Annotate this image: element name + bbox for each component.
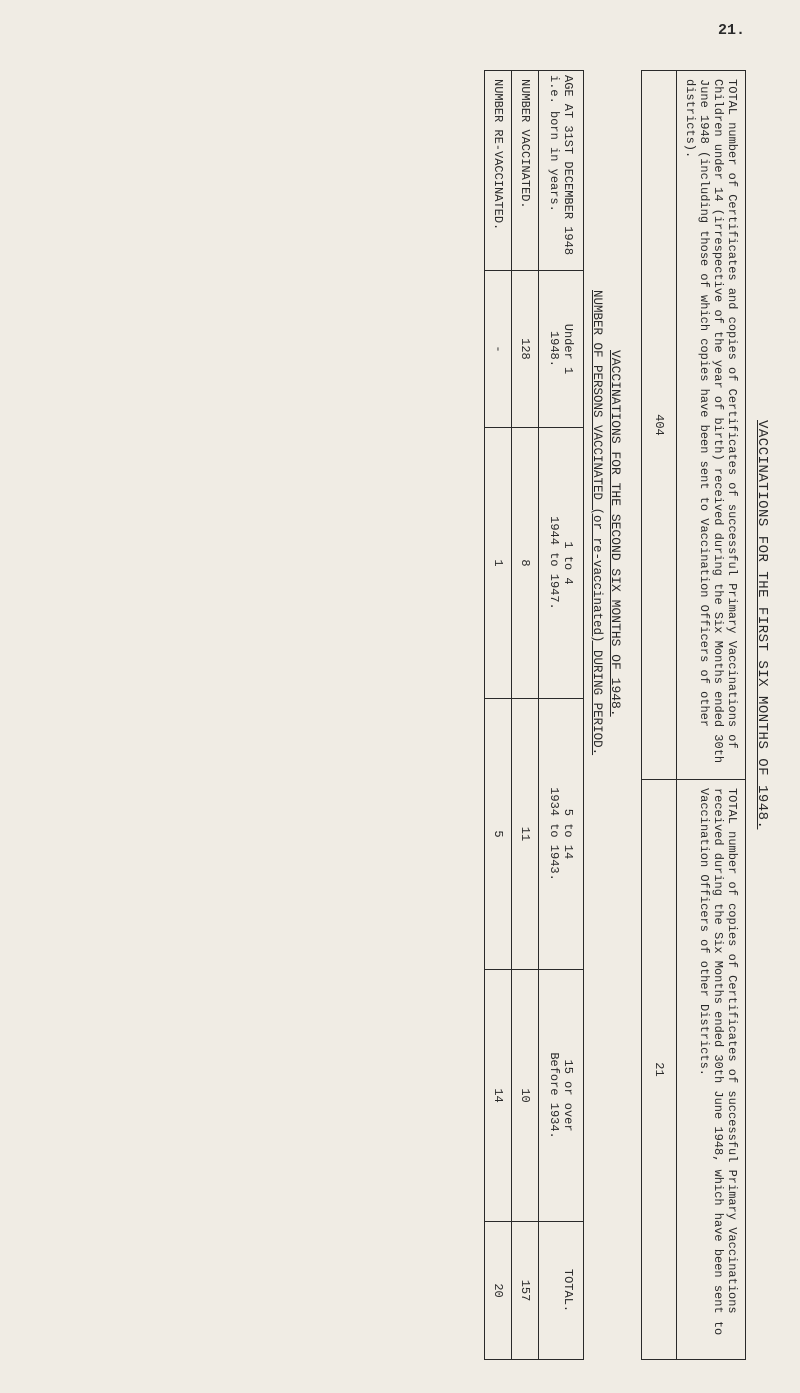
vaccination-table: AGE AT 31ST DECEMBER 1948 i.e. born in y… [484, 70, 584, 1360]
summary-header-1: TOTAL number of Certificates and copies … [677, 71, 746, 780]
cell-vacc-c4: 10 [512, 970, 539, 1222]
table-row: NUMBER VACCINATED. 128 8 11 10 157 [512, 71, 539, 1360]
cell-revacc-c4: 14 [485, 970, 512, 1222]
row-revaccinated-label: NUMBER RE-VACCINATED. [485, 71, 512, 271]
row-vaccinated-label: NUMBER VACCINATED. [512, 71, 539, 271]
summary-header-2: TOTAL number of copies of Certificates o… [677, 779, 746, 1359]
col-1to4: 1 to 4 1944 to 1947. [539, 427, 584, 698]
col-total: TOTAL. [539, 1222, 584, 1360]
main-title: VACCINATIONS FOR THE FIRST SIX MONTHS OF… [754, 420, 770, 1360]
cell-revacc-c2: 1 [485, 427, 512, 698]
table-row: NUMBER RE-VACCINATED. - 1 5 14 20 [485, 71, 512, 1360]
cell-revacc-c5: 20 [485, 1222, 512, 1360]
section-subtitle-1: VACCINATIONS FOR THE SECOND SIX MONTHS O… [608, 350, 623, 1360]
cell-vacc-c2: 8 [512, 427, 539, 698]
cell-vacc-c1: 128 [512, 271, 539, 428]
col-5to14-a: 5 to 14 [561, 703, 575, 965]
col-15over-b: Before 1934. [547, 974, 561, 1217]
cell-vacc-c5: 157 [512, 1222, 539, 1360]
col-under1-a: Under 1 [561, 275, 575, 423]
cell-vacc-c3: 11 [512, 698, 539, 969]
page-content: VACCINATIONS FOR THE FIRST SIX MONTHS OF… [50, 70, 770, 1360]
cell-revacc-c3: 5 [485, 698, 512, 969]
summary-value-1: 404 [642, 71, 677, 780]
page-number: 21. [718, 22, 745, 39]
section-subtitle-2: NUMBER OF PERSONS VACCINATED (or re-vacc… [590, 290, 604, 1360]
col-5to14-b: 1934 to 1943. [547, 703, 561, 965]
age-header: AGE AT 31ST DECEMBER 1948 i.e. born in y… [539, 71, 584, 271]
col-1to4-b: 1944 to 1947. [547, 432, 561, 694]
summary-value-2: 21 [642, 779, 677, 1359]
col-5to14: 5 to 14 1934 to 1943. [539, 698, 584, 969]
col-under1-b: 1948. [547, 275, 561, 423]
col-under1: Under 1 1948. [539, 271, 584, 428]
cell-revacc-c1: - [485, 271, 512, 428]
col-15over: 15 or over Before 1934. [539, 970, 584, 1222]
col-15over-a: 15 or over [561, 974, 575, 1217]
col-1to4-a: 1 to 4 [561, 432, 575, 694]
summary-table: TOTAL number of Certificates and copies … [641, 70, 746, 1360]
